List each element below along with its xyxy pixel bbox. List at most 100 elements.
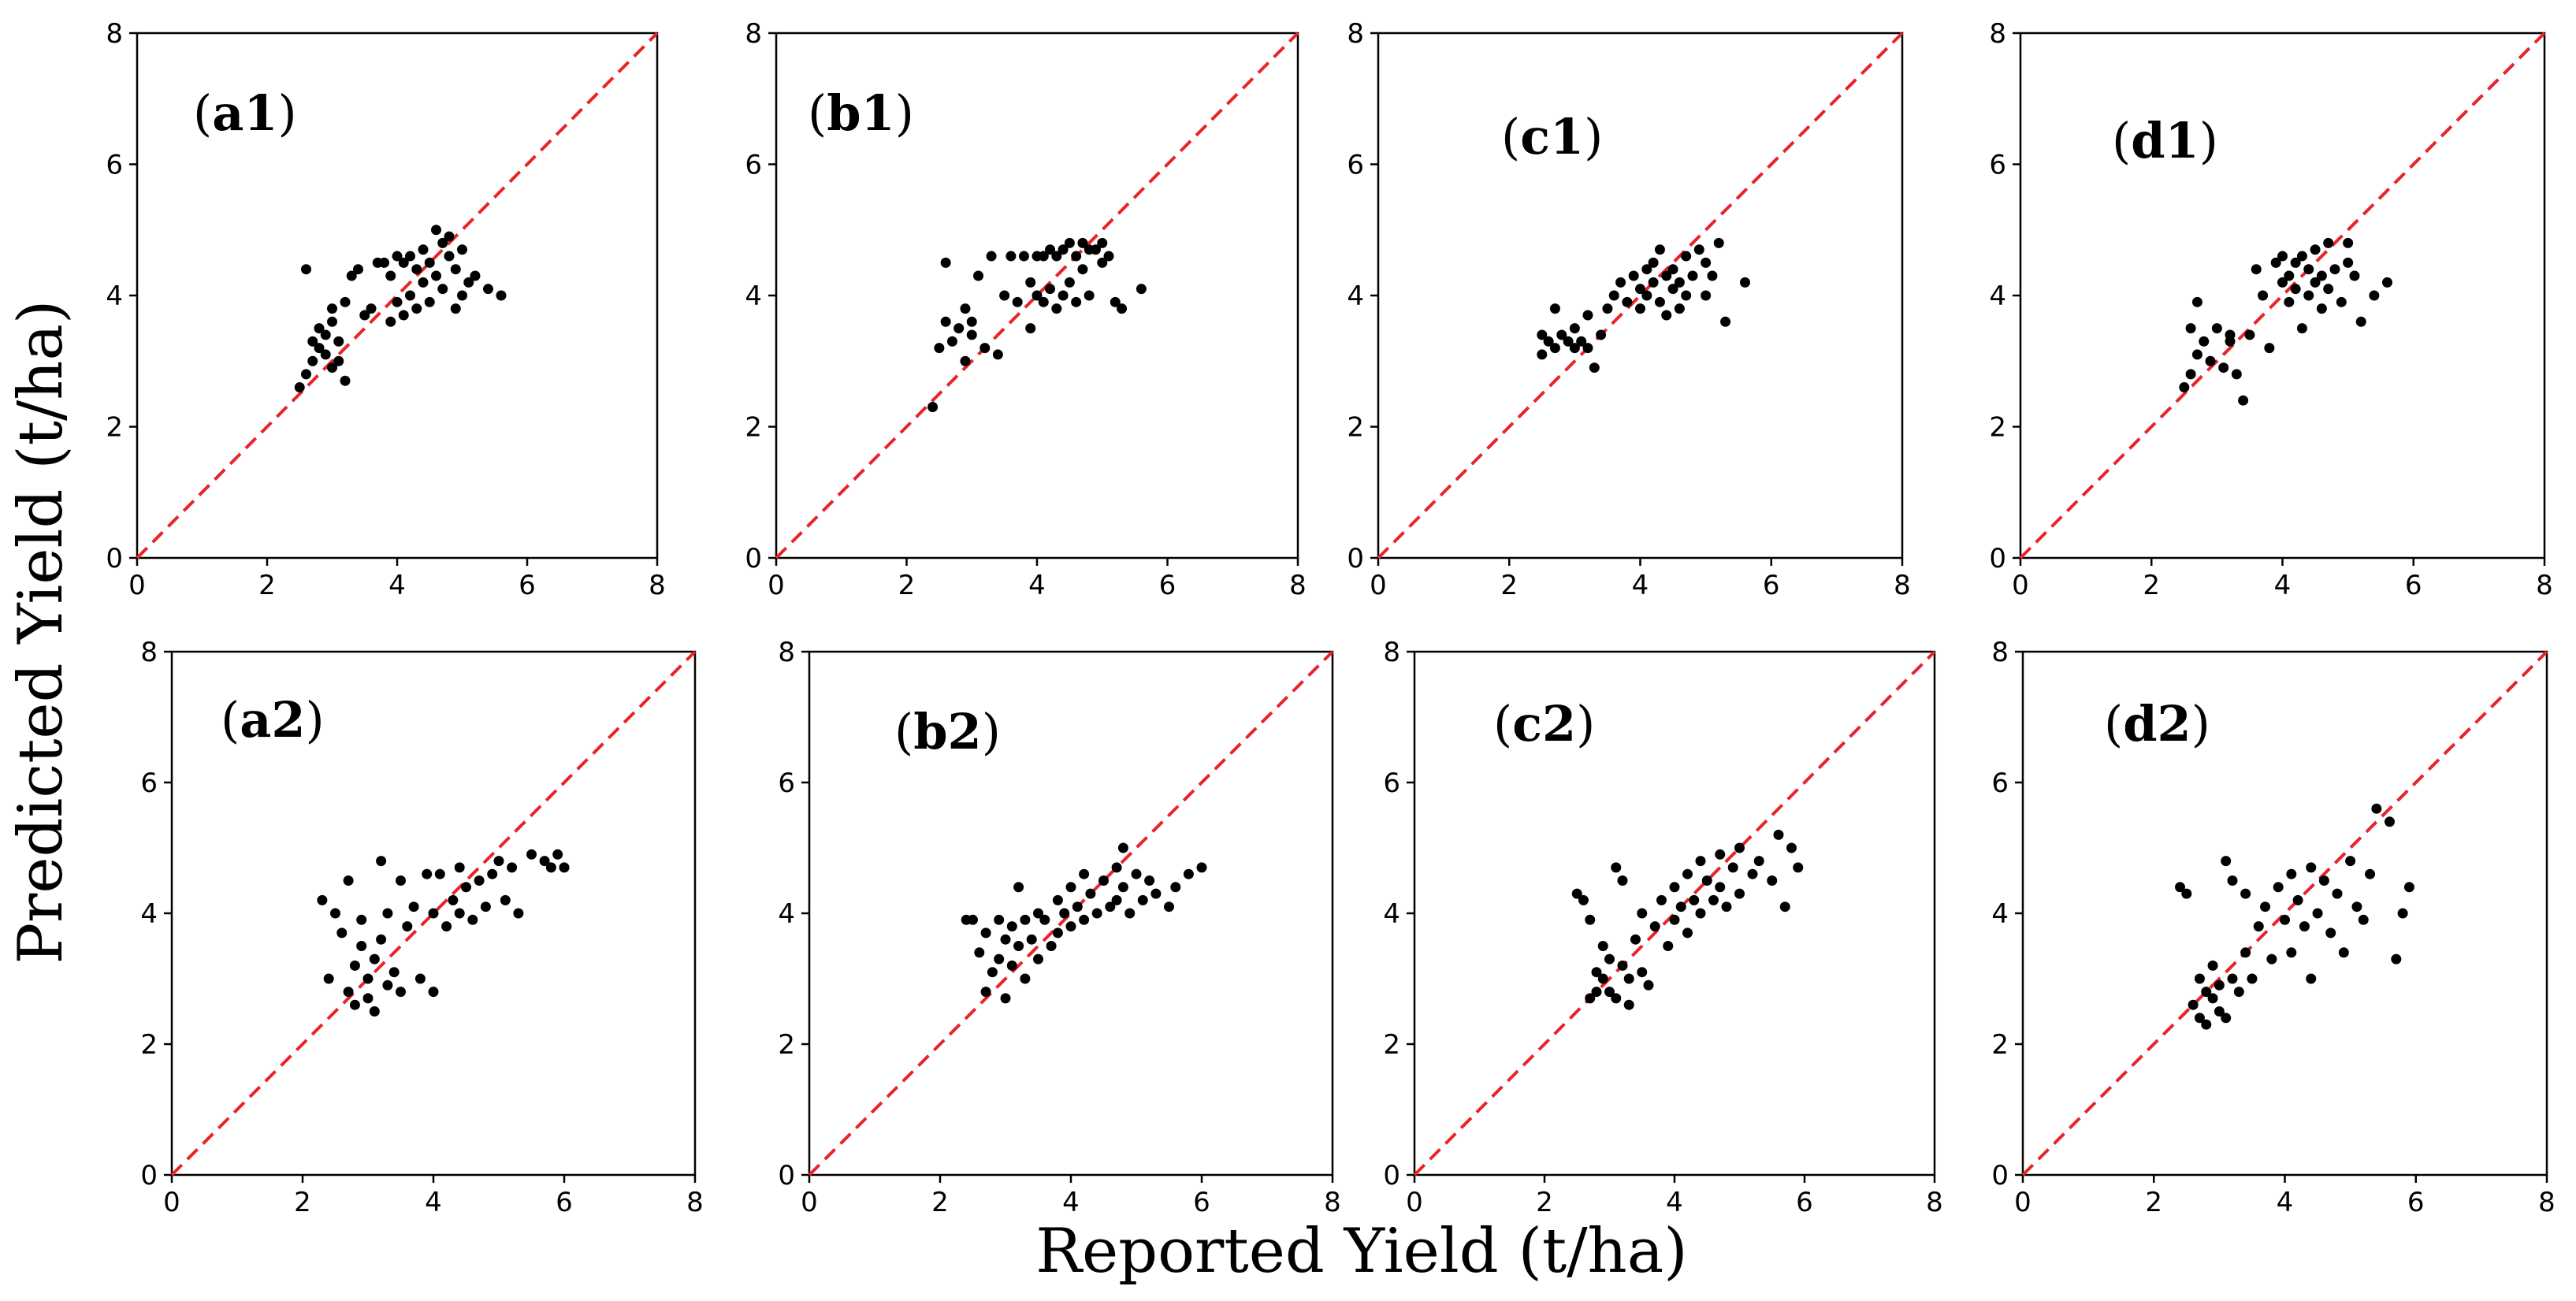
x-tick-label: 8 (1289, 570, 1307, 601)
scatter-point (1131, 868, 1142, 879)
scatter-point (1026, 934, 1037, 945)
panel-label-d2: (d2) (2104, 695, 2210, 753)
scatter-point (294, 382, 305, 393)
scatter-point (2349, 270, 2360, 281)
scatter-point (474, 875, 485, 886)
y-tick-label: 8 (778, 637, 795, 668)
scatter-point (2318, 875, 2329, 886)
scatter-point (1117, 882, 1128, 893)
scatter-point (1549, 303, 1560, 314)
scatter-point (1669, 882, 1680, 893)
scatter-point (1786, 842, 1797, 853)
scatter-point (1059, 908, 1070, 919)
y-axis-title: Predicted Yield (t/ha) (6, 300, 76, 965)
scatter-point (1117, 842, 1128, 853)
scatter-point (2188, 999, 2199, 1010)
scatter-point (434, 868, 445, 879)
y-tick-label: 0 (1991, 1160, 2009, 1191)
scatter-point (2310, 277, 2321, 288)
scatter-point (2221, 856, 2232, 867)
scatter-point (507, 862, 518, 873)
x-tick-label: 2 (2145, 1187, 2162, 1218)
scatter-point (940, 257, 951, 268)
scatter-point (441, 921, 452, 932)
scatter-point (1072, 901, 1083, 913)
scatter-point (428, 908, 439, 919)
x-axis-title: Reported Yield (t/ha) (1035, 1216, 1687, 1287)
scatter-point (1681, 290, 1692, 301)
scatter-point (1689, 894, 1700, 905)
scatter-point (2277, 277, 2288, 288)
scatter-point (1079, 868, 1090, 879)
scatter-point (454, 862, 465, 873)
scatter-point (385, 270, 396, 281)
x-tick-label: 0 (768, 570, 785, 601)
scatter-point (1596, 329, 1607, 340)
scatter-point (320, 329, 331, 340)
scatter-point (1144, 875, 1155, 886)
scatter-point (1111, 862, 1122, 873)
scatter-point (1569, 343, 1580, 354)
x-tick-label: 0 (1406, 1187, 1423, 1218)
scatter-point (1617, 960, 1628, 971)
scatter-point (1654, 244, 1665, 255)
scatter-point (1667, 264, 1678, 275)
scatter-point (431, 225, 441, 236)
scatter-point (2185, 323, 2196, 334)
scatter-point (463, 277, 474, 288)
scatter-point (353, 264, 363, 275)
scatter-point (1033, 953, 1043, 965)
x-tick-label: 0 (163, 1187, 180, 1218)
scatter-point (1077, 264, 1088, 275)
scatter-point (480, 901, 491, 913)
scatter-point (1033, 908, 1043, 919)
scatter-point (1025, 323, 1036, 334)
scatter-point (1727, 862, 1738, 873)
scatter-point (1045, 244, 1056, 255)
scatter-point (1071, 296, 1082, 307)
x-tick-label: 2 (294, 1187, 311, 1218)
scatter-point (960, 303, 971, 314)
y-tick-label: 6 (778, 768, 795, 799)
scatter-point (1000, 934, 1011, 945)
x-tick-label: 6 (2407, 1187, 2425, 1218)
scatter-point (2194, 1013, 2205, 1024)
scatter-point (1020, 973, 1031, 984)
y-tick-label: 2 (745, 412, 762, 444)
scatter-point (301, 369, 311, 380)
scatter-point (2371, 803, 2382, 814)
scatter-point (1045, 284, 1056, 295)
scatter-point (1767, 875, 1778, 886)
scatter-point (1648, 257, 1659, 268)
scatter-point (1077, 237, 1088, 248)
scatter-point (1543, 336, 1554, 347)
scatter-point (2175, 882, 2185, 893)
x-tick-label: 4 (1028, 570, 1046, 601)
scatter-point (1623, 999, 1634, 1010)
scatter-point (2233, 987, 2244, 998)
x-tick-label: 8 (1324, 1187, 1341, 1218)
scatter-point (487, 868, 498, 879)
scatter-point (2369, 290, 2380, 301)
y-tick-label: 6 (1991, 768, 2009, 799)
x-tick-label: 0 (128, 570, 146, 601)
scatter-point (1623, 973, 1634, 984)
scatter-point (1648, 277, 1659, 288)
y-tick-label: 2 (140, 1029, 158, 1061)
y-tick-label: 6 (140, 768, 158, 799)
panel-c1: 0 2 4 6 8 0 2 4 6 8 (c1) (1347, 18, 1910, 601)
scatter-point (2207, 960, 2218, 971)
scatter-point (1105, 901, 1116, 913)
scatter-point (2358, 914, 2369, 925)
scatter-point (457, 290, 467, 301)
scatter-point (2227, 875, 2238, 886)
y-tick-label: 0 (1989, 543, 2006, 574)
y-tick-label: 6 (1989, 150, 2006, 181)
scatter-point (323, 973, 334, 984)
panel-a1: 0 2 4 6 8 0 2 4 6 8 (a1) (106, 18, 665, 601)
x-tick-label: 8 (2538, 1187, 2556, 1218)
scatter-point (1693, 244, 1704, 255)
scatter-point (1582, 310, 1593, 321)
scatter-point (1597, 973, 1608, 984)
scatter-point (1589, 362, 1600, 374)
